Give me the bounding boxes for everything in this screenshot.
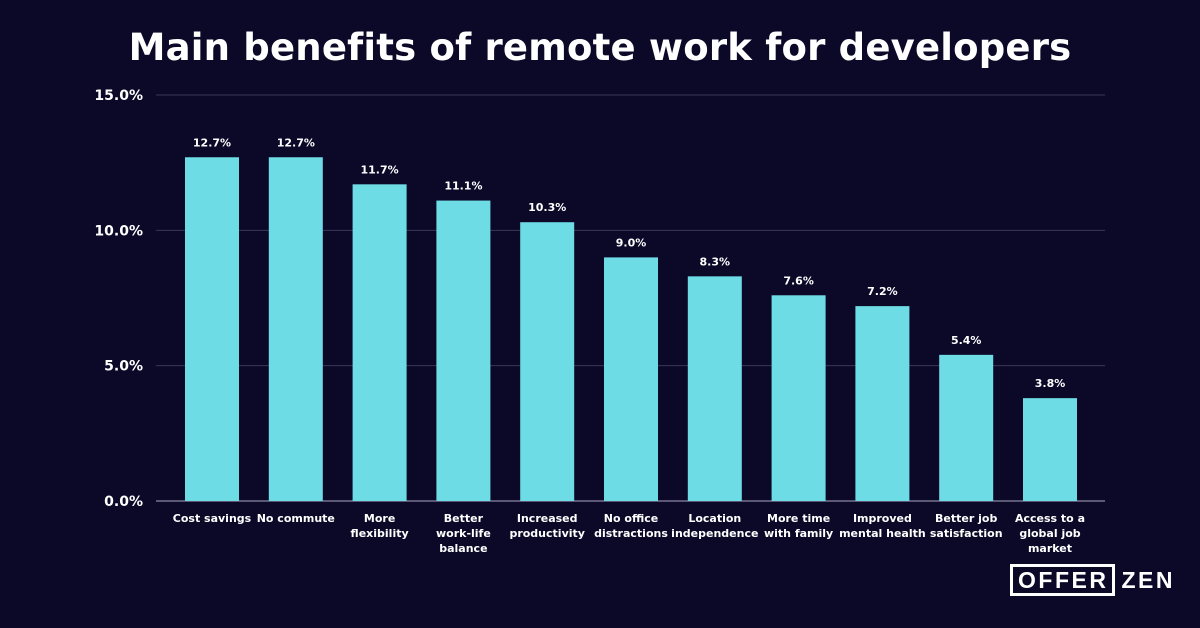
chart-title: Main benefits of remote work for develop… [128,26,1072,69]
x-tick-label: Access to a global job market [1015,512,1085,555]
data-label: 7.2% [867,285,898,298]
x-tick-label-line: independence [671,527,758,540]
x-tick-label: Location independence [671,512,758,540]
x-tick-label: Increased productivity [509,512,584,540]
x-tick-label: No office distractions [594,512,668,540]
data-label: 9.0% [616,236,647,249]
data-label: 12.7% [193,136,231,149]
bar [268,157,323,501]
x-tick-label-line: Location [688,512,741,525]
data-label: 11.1% [444,180,482,193]
bar [855,306,910,501]
x-tick-label-line: with family [764,527,833,540]
data-label: 12.7% [277,136,315,149]
x-tick-label: No commute [257,512,335,525]
bar [604,257,658,501]
x-tick-label-line: Improved [853,512,912,525]
x-tick-label-line: mental health [839,527,926,540]
x-tick-label-line: Access to a [1015,512,1085,525]
x-tick-label-line: No commute [257,512,335,525]
data-label: 8.3% [700,255,731,268]
y-tick-label: 5.0% [104,359,143,375]
logo-text-offer: OFFER [1010,564,1116,596]
x-tick-label: Better job satisfaction [930,512,1003,540]
x-tick-label-line: Increased [517,512,578,525]
x-tick-label: More flexibility [351,512,409,540]
x-tick-label: Better work-life balance [436,512,491,555]
x-tick-label-line: work-life [436,527,491,540]
y-tick-label: 10.0% [94,223,143,239]
x-tick-label-line: satisfaction [930,527,1003,540]
bar [1023,398,1077,501]
x-tick-label-line: global job [1019,527,1080,540]
x-tick-label: Improved mental health [839,512,926,540]
bar [687,276,742,501]
bar [185,157,239,501]
x-tick-label-line: Better job [935,512,997,525]
x-tick-label-line: distractions [594,527,668,540]
bar [520,222,575,502]
x-tick-label-line: balance [439,542,487,555]
x-tick-label-line: More time [767,512,830,525]
data-label: 11.7% [361,163,399,176]
data-label: 7.6% [783,274,814,287]
x-tick-label: Cost savings [173,512,252,525]
x-tick-label-line: flexibility [351,527,409,540]
x-tick-label-line: More [364,512,395,525]
bar [352,184,407,501]
bar [771,295,826,501]
y-tick-label: 0.0% [104,494,143,510]
x-tick-label-line: No office [604,512,658,525]
offerzen-logo: OFFER ZEN [1010,564,1175,596]
data-label: 3.8% [1035,377,1066,390]
x-tick-label-line: productivity [509,527,584,540]
data-label: 5.4% [951,334,982,347]
data-label: 10.3% [528,201,566,214]
x-tick-label: More time with family [764,512,833,540]
logo-text-zen: ZEN [1121,567,1175,593]
bar [939,354,994,501]
x-tick-label-line: Better [444,512,484,525]
y-tick-label: 15.0% [94,88,143,104]
bar [436,200,491,501]
x-tick-label-line: market [1028,542,1072,555]
x-tick-label-line: Cost savings [173,512,252,525]
